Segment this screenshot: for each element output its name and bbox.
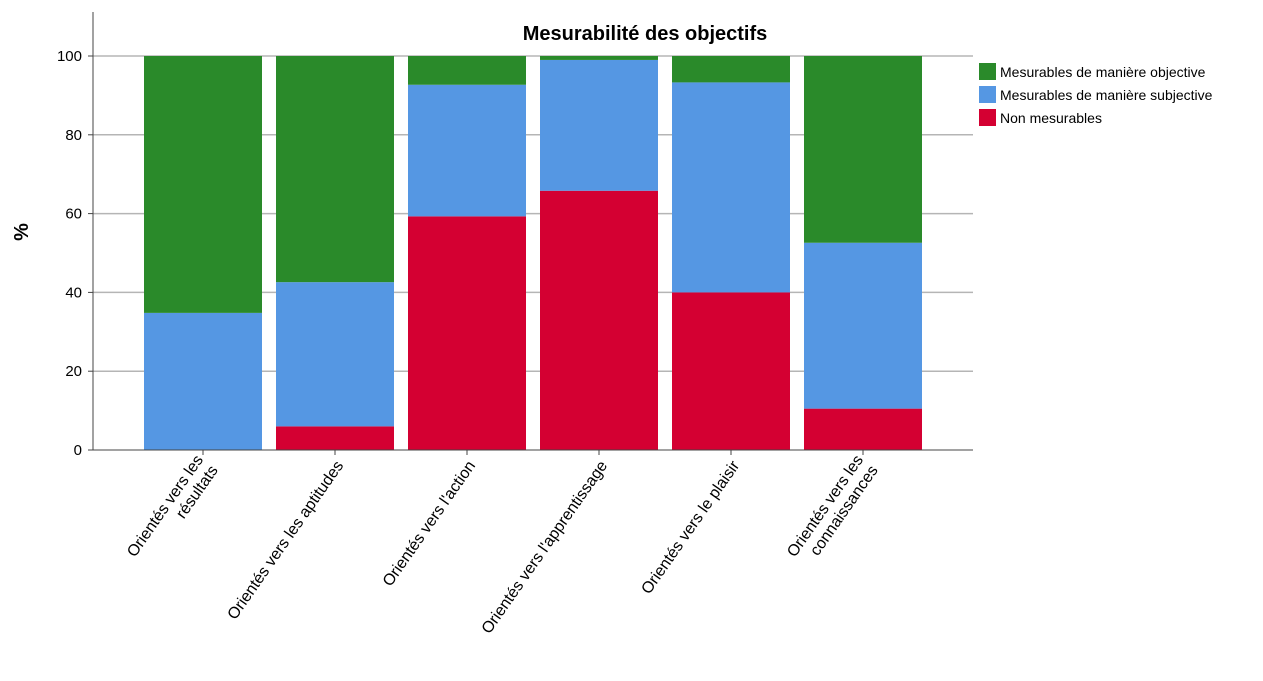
y-tick-label: 0 bbox=[74, 442, 82, 459]
y-tick-label: 40 bbox=[65, 284, 82, 301]
axes bbox=[92, 12, 973, 451]
legend-label: Mesurables de manière subjective bbox=[1000, 87, 1213, 103]
bar-segment bbox=[144, 56, 262, 313]
x-tick-labels: Orientés vers lesrésultats Orientés vers … bbox=[124, 452, 882, 637]
x-tick-label-line: Orientés vers le plaisir bbox=[638, 457, 743, 597]
legend-label: Non mesurables bbox=[1000, 110, 1102, 126]
bar-segment bbox=[276, 56, 394, 283]
legend-swatch bbox=[979, 63, 996, 80]
x-tick-label: Orientés vers l'apprentissage bbox=[479, 458, 612, 637]
y-tick-label: 20 bbox=[65, 363, 82, 380]
bar-segment bbox=[408, 56, 526, 85]
x-tick-label: Orientés vers le plaisir bbox=[638, 457, 743, 597]
bar-segment bbox=[540, 56, 658, 60]
bar-segment bbox=[804, 56, 922, 243]
bar-segment bbox=[672, 82, 790, 293]
legend: Mesurables de manière objective Mesurable… bbox=[979, 63, 1213, 126]
y-tick-labels: 0 20 40 60 80 100 bbox=[57, 48, 93, 459]
x-tick-label: Orientés vers lesconnaissances bbox=[784, 452, 882, 570]
legend-label: Mesurables de manière objective bbox=[1000, 64, 1206, 80]
x-tick-label: Orientés vers l'action bbox=[380, 458, 479, 590]
chart-title: Mesurabilité des objectifs bbox=[523, 23, 768, 45]
y-axis-label: % bbox=[11, 223, 33, 241]
x-tick-label-line: Orientés vers l'apprentissage bbox=[479, 458, 612, 637]
bar-segment bbox=[144, 312, 262, 450]
y-tick-label: 60 bbox=[65, 206, 82, 223]
legend-swatch bbox=[979, 86, 996, 103]
x-tick-label-line: Orientés vers l'action bbox=[380, 458, 479, 590]
bar-segment bbox=[672, 56, 790, 83]
bar-segment bbox=[804, 408, 922, 450]
legend-swatch bbox=[979, 109, 996, 126]
x-tick-label-line: Orientés vers les aptitudes bbox=[225, 458, 348, 623]
bar-segment bbox=[276, 282, 394, 427]
bar-segment bbox=[804, 242, 922, 409]
y-tick-label: 80 bbox=[65, 127, 82, 144]
bars bbox=[144, 56, 922, 455]
bar-segment bbox=[540, 59, 658, 191]
bar-segment bbox=[408, 216, 526, 450]
bar-segment bbox=[540, 190, 658, 451]
x-tick-label: Orientés vers lesrésultats bbox=[124, 452, 222, 570]
bar-segment bbox=[408, 84, 526, 217]
y-tick-label: 100 bbox=[57, 48, 82, 65]
bar-segment bbox=[276, 426, 394, 450]
bar-segment bbox=[672, 292, 790, 450]
x-tick-label: Orientés vers les aptitudes bbox=[225, 458, 348, 623]
